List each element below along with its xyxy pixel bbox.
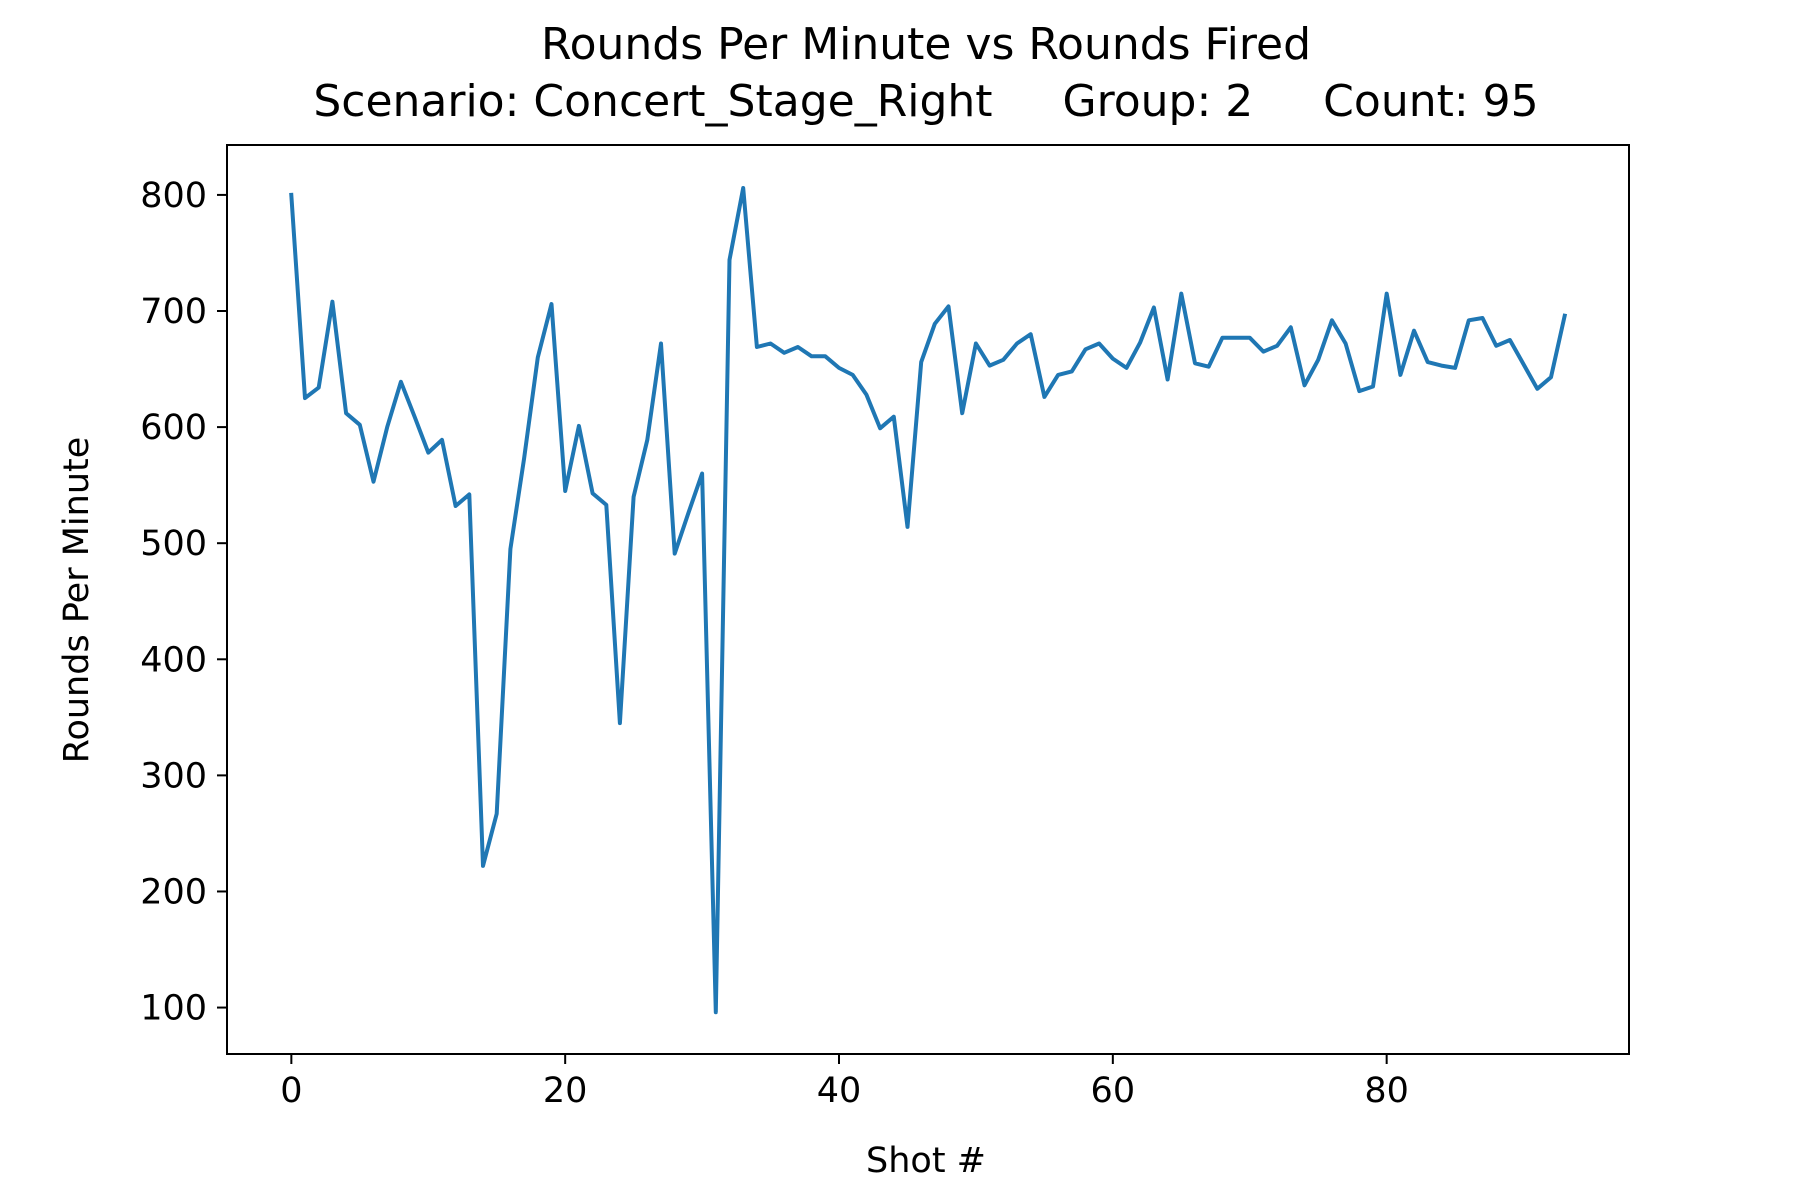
x-tick-label: 80 (1364, 1071, 1409, 1111)
y-tick-label: 100 (140, 989, 207, 1029)
plot-area-frame (226, 144, 1630, 1055)
y-axis-label: Rounds Per Minute (57, 437, 97, 764)
x-tick-label: 60 (1091, 1071, 1136, 1111)
x-tick-label: 40 (817, 1071, 862, 1111)
y-tick-label: 500 (140, 524, 207, 564)
series-layer (289, 186, 1568, 1015)
series-line (289, 186, 1568, 1015)
x-tick-label: 0 (280, 1071, 302, 1111)
x-tick-label: 20 (543, 1071, 588, 1111)
chart-title: Rounds Per Minute vs Rounds Fired (541, 19, 1311, 70)
x-axis: 0 20 40 60 80 (280, 1054, 1409, 1111)
y-tick-label: 800 (140, 176, 207, 216)
y-tick-label: 400 (140, 640, 207, 680)
y-tick-label: 200 (140, 872, 207, 912)
y-tick-label: 700 (140, 292, 207, 332)
x-axis-label: Shot # (866, 1141, 986, 1181)
y-tick-label: 600 (140, 408, 207, 448)
y-tick-label: 300 (140, 756, 207, 796)
y-axis: 100 200 300 400 500 600 700 800 (140, 176, 227, 1029)
chart-subtitle: Scenario: Concert_Stage_Right Group: 2 C… (313, 76, 1538, 127)
